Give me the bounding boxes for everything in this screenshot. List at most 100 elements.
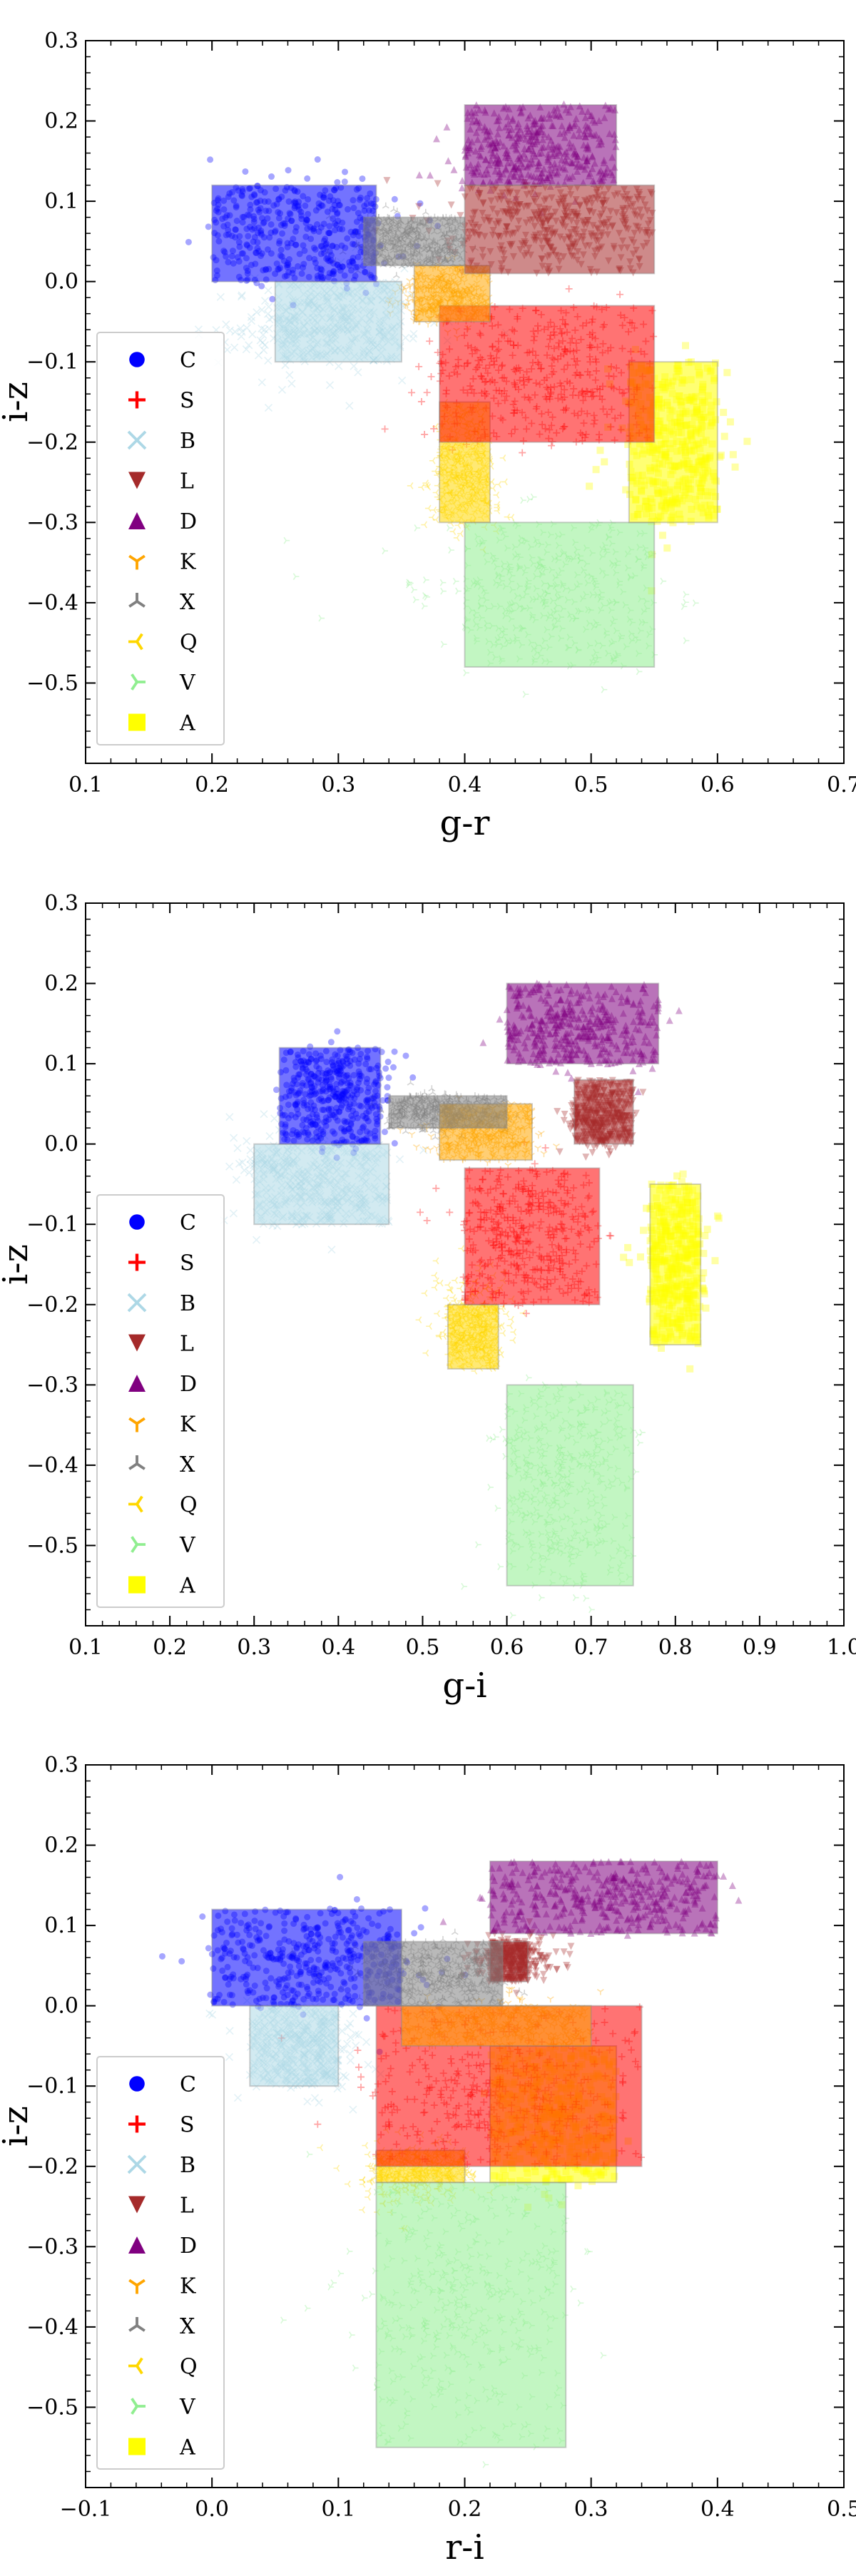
region-box-b (253, 1143, 390, 1226)
y-tick-label: 0.0 (44, 1994, 78, 2019)
region-box-v (506, 1384, 634, 1587)
legend-marker-s (128, 1253, 146, 1271)
y-tick-label: 0.0 (44, 1132, 78, 1157)
y-tick-label: −0.3 (26, 510, 78, 535)
legend-label-l: L (180, 469, 194, 494)
y-tick-label: −0.2 (26, 2154, 78, 2179)
region-box-l (574, 1079, 634, 1145)
legend-label-s: S (180, 2113, 195, 2138)
legend-marker-x (128, 593, 146, 608)
region-box-s (464, 1167, 601, 1305)
y-tick-label: 0.2 (44, 109, 78, 134)
legend-marker-d (128, 512, 146, 529)
legend-marker-v (131, 673, 146, 691)
y-tick-label: 0.1 (44, 1913, 78, 1938)
subplot-r-i: −0.1 0.0 0.1 0.2 0.3 0.4 0.5 0.3 0.2 0.1 0.0 −0.1 −0… (0, 1753, 856, 2567)
x-tick-label: 0.2 (195, 773, 229, 798)
y-tick-label: −0.4 (26, 1453, 78, 1478)
x-tick-label: 0.2 (448, 2497, 482, 2522)
legend-label-b: B (180, 429, 195, 454)
legend-marker-k (128, 1417, 146, 1432)
y-tick-label: −0.1 (26, 350, 78, 375)
y-tick-label: −0.5 (26, 1533, 78, 1558)
legend-marker-d (128, 1375, 146, 1392)
y-tick-label: −0.3 (26, 2234, 78, 2259)
subplot-g-i: 0.1 0.2 0.3 0.4 0.5 0.6 0.7 0.8 0.9 1.0 0.3 0.2 0.1 0… (0, 891, 856, 1706)
legend-box (96, 2056, 225, 2470)
legend-label-k: K (180, 550, 196, 575)
y-tick-label: −0.5 (26, 671, 78, 696)
legend-label-x: X (180, 590, 195, 615)
y-tick-label: 0.3 (44, 891, 78, 916)
x-tick-label: 0.4 (448, 773, 482, 798)
x-tick-label: 0.3 (321, 773, 355, 798)
legend-marker-c (129, 352, 145, 367)
class-boxes (253, 982, 702, 1587)
y-tick-label: −0.1 (26, 2074, 78, 2099)
region-box-k (413, 265, 491, 322)
class-boxes (211, 1860, 718, 2448)
x-tick-label: 0.8 (658, 1635, 693, 1660)
y-axis-label: i-z (0, 2106, 36, 2147)
legend-marker-q (128, 633, 143, 651)
y-axis-label: i-z (0, 1244, 36, 1285)
legend-marker-k (128, 554, 146, 570)
x-tick-label: 0.5 (827, 2497, 856, 2522)
y-tick-label: 0.0 (44, 270, 78, 295)
y-tick-label: 0.2 (44, 1833, 78, 1858)
legend-marker-k (128, 2279, 146, 2294)
legend-marker-v (131, 1536, 146, 1553)
region-box-d (489, 1860, 718, 1935)
legend-label-q: Q (180, 1493, 198, 1518)
y-tick-label: −0.5 (26, 2395, 78, 2420)
region-box-x (362, 216, 466, 267)
ticks: 0.1 0.2 0.3 0.4 0.5 0.6 0.7 0.8 0.9 1.0 0.3 0.2 0.1 0… (26, 891, 856, 1660)
y-tick-label: −0.4 (26, 591, 78, 616)
legend-marker-a (128, 1576, 146, 1594)
region-box-x (362, 1940, 504, 2007)
legend-label-l: L (180, 1332, 194, 1357)
legend-label-a: A (179, 711, 195, 736)
legend-marker-c (129, 1214, 145, 1230)
legend-marker-c (129, 2076, 145, 2092)
legend-label-s: S (180, 1251, 195, 1276)
x-tick-label: 0.6 (700, 773, 735, 798)
legend-label-d: D (180, 509, 197, 534)
legend-marker-b (127, 1293, 147, 1313)
legend-marker-a (128, 713, 146, 731)
ticks: −0.1 0.0 0.1 0.2 0.3 0.4 0.5 0.3 0.2 0.1 0.0 −0.1 −0… (26, 1753, 856, 2522)
x-tick-label: 0.6 (490, 1635, 524, 1660)
subplot-g-r: 0.1 0.2 0.3 0.4 0.5 0.6 0.7 0.3 0.2 0.1 0.0 −0.1 −0.… (0, 29, 856, 843)
legend-marker-b (127, 2154, 147, 2174)
x-tick-label: 0.1 (68, 1635, 103, 1660)
x-tick-label: 0.2 (153, 1635, 187, 1660)
region-box-c (278, 1047, 382, 1145)
region-box-v (375, 2182, 567, 2448)
x-tick-label: 0.5 (406, 1635, 440, 1660)
region-box-b (274, 280, 402, 363)
class-boxes (211, 104, 718, 668)
y-tick-label: −0.3 (26, 1373, 78, 1398)
x-tick-label: 0.5 (574, 773, 608, 798)
y-tick-label: 0.1 (44, 1052, 78, 1076)
y-tick-label: −0.1 (26, 1212, 78, 1237)
x-tick-label: 0.7 (827, 773, 856, 798)
legend-label-l: L (180, 2194, 194, 2219)
region-box-d (506, 982, 660, 1065)
y-tick-label: −0.2 (26, 430, 78, 455)
legend-label-a: A (179, 2435, 195, 2460)
legend-label-a: A (179, 1574, 195, 1599)
legend-marker-b (127, 430, 147, 450)
legend-label-q: Q (180, 2355, 198, 2380)
legend-label-k: K (180, 1412, 196, 1437)
x-tick-label: 0.3 (237, 1635, 271, 1660)
legend-label-s: S (180, 389, 195, 414)
region-box-a (649, 1183, 702, 1346)
region-box-c (211, 184, 377, 282)
region-box-k (400, 2005, 592, 2047)
y-tick-label: 0.3 (44, 29, 78, 54)
legend-box (96, 332, 225, 745)
